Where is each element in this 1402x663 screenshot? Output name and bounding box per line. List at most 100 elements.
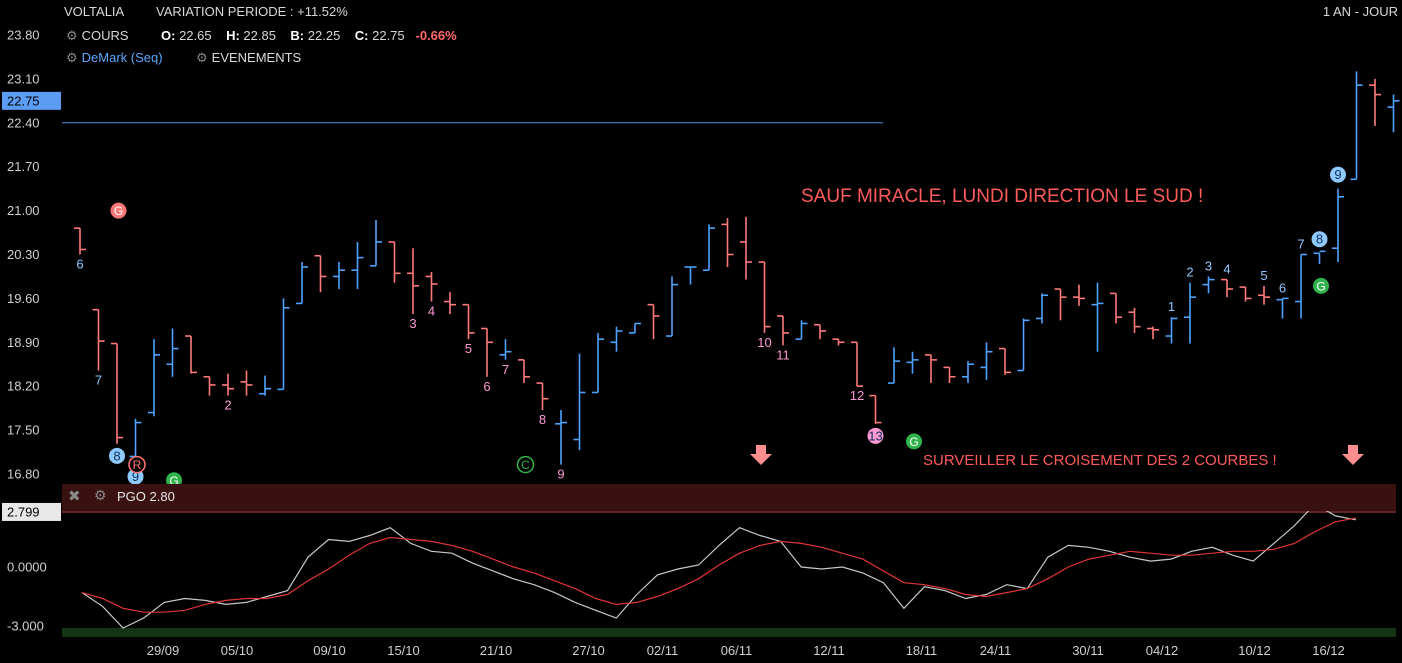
price-tick-label: 20.30 bbox=[7, 247, 40, 262]
ohlc-bar[interactable] bbox=[259, 375, 271, 396]
ohlc-bar[interactable] bbox=[462, 303, 475, 340]
ohlc-bar[interactable] bbox=[777, 315, 789, 346]
ohlc-bar[interactable] bbox=[370, 220, 382, 267]
ohlc-bar[interactable] bbox=[1239, 286, 1252, 302]
ohlc-bar[interactable] bbox=[148, 339, 160, 417]
ohlc-bar[interactable] bbox=[203, 375, 216, 396]
ohlc-bar[interactable] bbox=[999, 347, 1011, 375]
gear-icon[interactable]: ⚙ bbox=[94, 487, 107, 503]
gear-icon[interactable]: ⚙ bbox=[196, 50, 208, 65]
demark-count: 4 bbox=[1223, 262, 1230, 277]
ohlc-bar[interactable] bbox=[555, 410, 567, 465]
ohlc-bar[interactable] bbox=[92, 308, 105, 371]
ohlc-bar[interactable] bbox=[277, 298, 290, 391]
ohlc-bar[interactable] bbox=[721, 218, 734, 268]
demark-row[interactable]: ⚙ DeMark (Seq) bbox=[66, 50, 163, 66]
ohlc-bar[interactable] bbox=[592, 332, 604, 394]
ohlc-bar[interactable] bbox=[1110, 292, 1122, 324]
ohlc-bar[interactable] bbox=[869, 394, 882, 424]
ohlc-bar[interactable] bbox=[1147, 326, 1159, 340]
price-tick-label: 23.80 bbox=[7, 28, 40, 43]
ohlc-bar[interactable] bbox=[1332, 188, 1344, 263]
ohlc-bar[interactable] bbox=[1036, 293, 1048, 324]
ohlc-bar[interactable] bbox=[1091, 282, 1104, 352]
ohlc-bar[interactable] bbox=[888, 347, 900, 384]
ohlc-bar[interactable] bbox=[1313, 250, 1326, 264]
close-icon[interactable]: ✖ bbox=[68, 488, 81, 505]
ohlc-bar[interactable] bbox=[925, 354, 937, 384]
ohlc-bar[interactable] bbox=[314, 254, 327, 293]
pgo-slow-line[interactable] bbox=[81, 517, 1357, 613]
ohlc-bar[interactable] bbox=[795, 320, 808, 340]
ohlc-bar[interactable] bbox=[1276, 297, 1289, 319]
ohlc-bar[interactable] bbox=[444, 292, 456, 315]
ohlc-bar[interactable] bbox=[74, 227, 86, 255]
ohlc-row: O: 22.65 H: 22.85 B: 22.25 C: 22.75 -0.6… bbox=[161, 28, 457, 43]
ohlc-bar[interactable] bbox=[499, 339, 512, 360]
ohlc-bar[interactable] bbox=[703, 224, 715, 271]
ohlc-bar[interactable] bbox=[333, 262, 345, 289]
event-marker[interactable]: R bbox=[128, 455, 146, 474]
ohlc-bar[interactable] bbox=[1221, 278, 1233, 298]
ohlc-bar[interactable] bbox=[980, 342, 993, 380]
event-letter: C bbox=[521, 458, 530, 472]
period-selector[interactable]: 1 AN - JOUR bbox=[1322, 4, 1398, 19]
low-value: 22.25 bbox=[307, 28, 341, 43]
close-value: 22.75 bbox=[372, 28, 405, 43]
ohlc-bar[interactable] bbox=[1202, 276, 1215, 294]
ohlc-bar[interactable] bbox=[610, 326, 623, 352]
ohlc-bar[interactable] bbox=[388, 241, 401, 283]
ohlc-bar[interactable] bbox=[351, 241, 364, 289]
ohlc-bar[interactable] bbox=[1054, 288, 1067, 321]
pgo-tick-label: 2.799 bbox=[7, 504, 40, 519]
ohlc-bar[interactable] bbox=[758, 261, 771, 333]
ohlc-bar[interactable] bbox=[481, 327, 493, 377]
ohlc-bar[interactable] bbox=[518, 359, 530, 384]
events-label: EVENEMENTS bbox=[211, 50, 302, 65]
event-marker[interactable]: G bbox=[1313, 277, 1329, 294]
ohlc-bar[interactable] bbox=[1295, 253, 1307, 319]
ohlc-bar[interactable] bbox=[1073, 284, 1085, 306]
ohlc-bar[interactable] bbox=[166, 328, 179, 377]
ohlc-bar[interactable] bbox=[666, 276, 678, 337]
ohlc-bar[interactable] bbox=[740, 216, 752, 280]
gear-icon[interactable]: ⚙ bbox=[66, 50, 78, 65]
ohlc-bar[interactable] bbox=[943, 366, 956, 384]
ohlc-bar[interactable] bbox=[185, 335, 197, 374]
demark-count: 10 bbox=[757, 335, 771, 350]
ohlc-bar[interactable] bbox=[111, 342, 123, 444]
ohlc-bar[interactable] bbox=[647, 303, 660, 340]
event-marker[interactable]: G bbox=[906, 433, 922, 450]
ohlc-bar[interactable] bbox=[814, 323, 826, 340]
ohlc-bar[interactable] bbox=[684, 266, 697, 285]
ohlc-bar[interactable] bbox=[573, 353, 586, 451]
high-value: 22.85 bbox=[243, 28, 276, 43]
ohlc-bar[interactable] bbox=[1369, 78, 1381, 126]
ohlc-bar[interactable] bbox=[832, 338, 845, 346]
ohlc-bar[interactable] bbox=[296, 262, 308, 305]
ohlc-bar[interactable] bbox=[1165, 317, 1178, 344]
ohlc-bar[interactable] bbox=[222, 373, 234, 396]
pgo-fast-line[interactable] bbox=[81, 503, 1357, 629]
ohlc-bar[interactable] bbox=[629, 322, 641, 334]
ohlc-bar[interactable] bbox=[1128, 307, 1141, 333]
ohlc-bar[interactable] bbox=[906, 351, 919, 374]
event-marker[interactable]: C bbox=[516, 455, 535, 474]
ohlc-bar[interactable] bbox=[425, 272, 438, 302]
ohlc-bar[interactable] bbox=[851, 341, 863, 388]
event-marker[interactable]: G bbox=[110, 202, 127, 219]
demark-count: 7 bbox=[502, 362, 509, 377]
ohlc-bar[interactable] bbox=[1258, 285, 1270, 305]
ohlc-bar[interactable] bbox=[407, 248, 419, 315]
ohlc-bar[interactable] bbox=[1350, 71, 1363, 181]
events-row[interactable]: ⚙ EVENEMENTS bbox=[196, 50, 301, 66]
ohlc-bar[interactable] bbox=[536, 382, 549, 411]
ohlc-bar[interactable] bbox=[240, 370, 253, 396]
ohlc-bar[interactable] bbox=[1387, 94, 1400, 133]
ohlc-bar[interactable] bbox=[1184, 282, 1196, 344]
date-tick-label: 16/12 bbox=[1312, 643, 1345, 658]
ohlc-bar[interactable] bbox=[1017, 318, 1030, 372]
ohlc-bar[interactable] bbox=[962, 361, 974, 384]
gear-icon[interactable]: ⚙ bbox=[66, 28, 78, 43]
